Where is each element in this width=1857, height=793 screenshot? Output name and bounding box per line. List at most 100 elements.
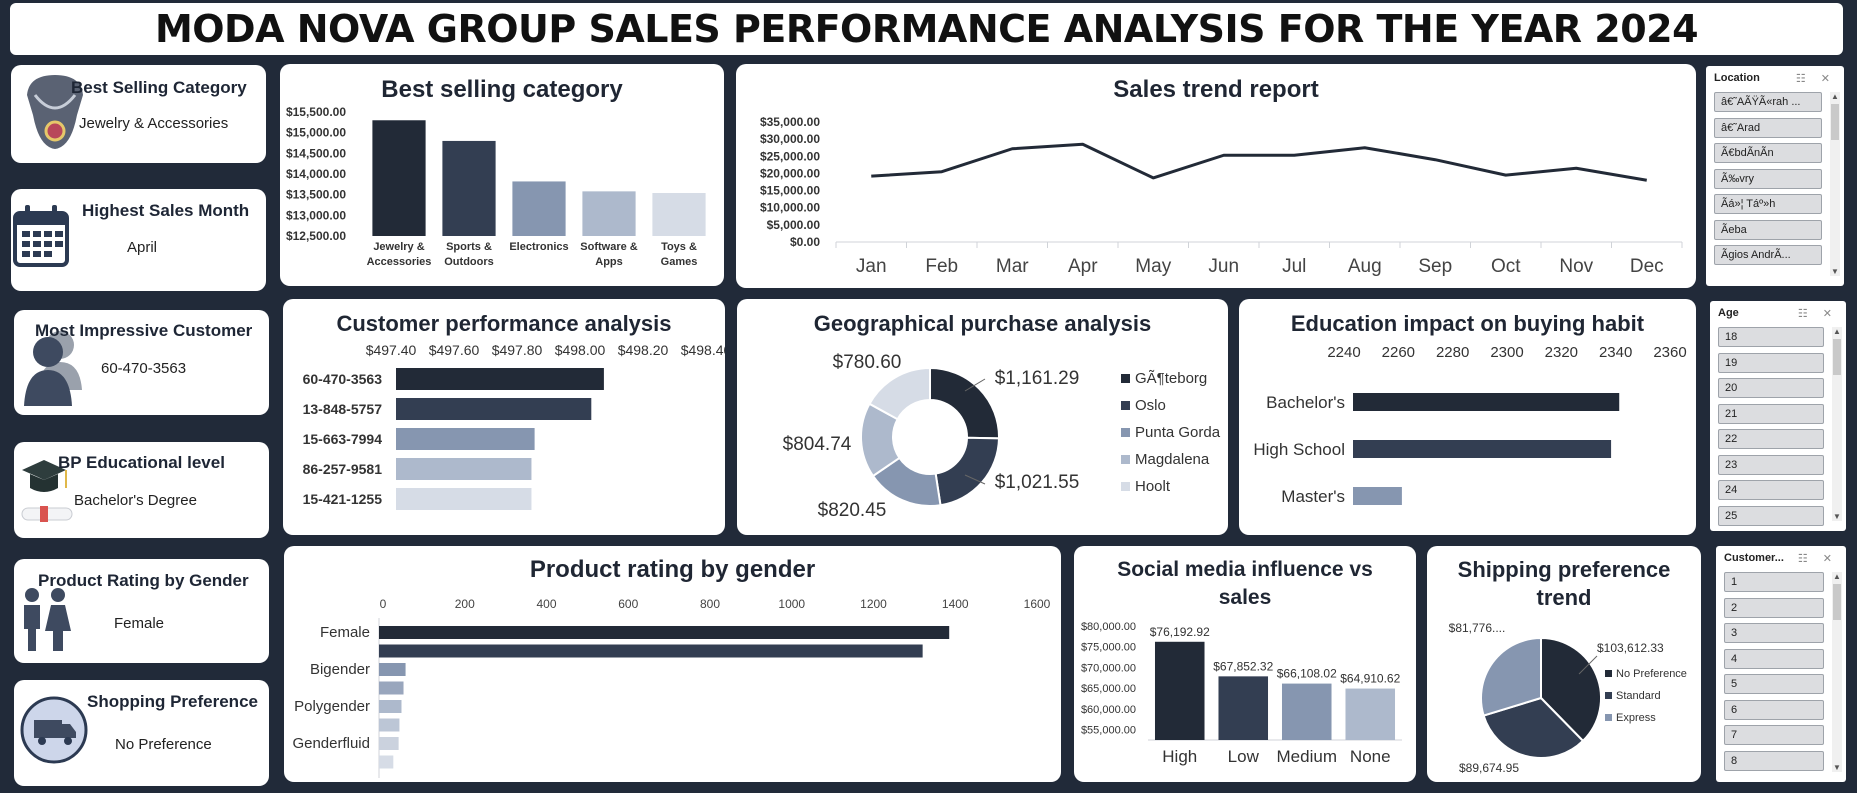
y-tick-label: $60,000.00 [1081,704,1136,716]
x-tick-label: 200 [455,597,475,611]
scroll-thumb[interactable] [1833,339,1841,375]
scroll-up-icon[interactable]: ▲ [1831,92,1839,101]
x-tick-label: $498.00 [555,342,606,358]
bar [379,663,406,676]
slicer-item[interactable]: Ã€bdÃnÃn [1714,143,1822,163]
scroll-down-icon[interactable]: ▼ [1833,763,1841,772]
series-line [871,142,1648,182]
x-tick-label: 1400 [942,597,969,611]
slicer-item[interactable]: 20 [1718,378,1824,398]
slicer-item[interactable]: 21 [1718,403,1824,424]
y-tick-label: $0.00 [790,235,820,249]
bar [396,428,535,450]
kpi-title: BP Educational level [58,453,225,472]
scroll-up-icon[interactable]: ▲ [1833,572,1841,581]
y-tick-label: $13,000.00 [286,208,346,222]
slicer-item[interactable]: â€˜AÃŸÃ«rah ... [1714,92,1822,112]
kpi-best-selling-category: Best Selling Category Jewelry & Accessor… [11,65,266,163]
geo-donut-chart: $1,161.29 $1,021.55 $820.45 $804.74 $780.60 G… [783,352,1221,521]
x-tick-label: 600 [618,597,638,611]
slicer-item[interactable]: 7 [1724,725,1824,745]
bar [1353,393,1620,411]
kpi-educational-level: BP Educational level Bachelor's Degree [14,442,269,538]
kpi-value: No Preference [115,736,212,753]
scroll-thumb[interactable] [1833,584,1841,620]
legend-label: Hoolt [1135,478,1171,495]
x-tick-label: None [1350,747,1391,766]
chart-title: Education impact on buying habit [1290,311,1645,336]
x-tick-label: 1600 [1024,597,1051,611]
bar [379,737,399,750]
slicer-item[interactable]: 3 [1724,623,1824,643]
x-tick-label: Jewelry & [373,241,424,253]
data-label: $89,674.95 [1459,761,1519,775]
shipping-pie-chart: $103,612.33 $89,674.95 $81,776.... No Prefe… [1449,621,1687,775]
scroll-down-icon[interactable]: ▼ [1833,512,1841,521]
chart-title-line: Shipping preference [1457,557,1671,582]
bar [1281,683,1332,740]
slicer-item[interactable]: â€˜Arad [1714,117,1822,138]
chart-title: Best selling category [381,76,623,103]
kpi-shopping-preference: Shopping Preference No Preference [14,680,269,786]
x-tick-label: 400 [536,597,556,611]
data-label: $820.45 [818,500,887,521]
customer-bar-chart: $497.40 $497.60 $497.80 $498.00 $498.20 $498.… [303,342,725,510]
scroll-up-icon[interactable]: ▲ [1833,327,1841,336]
slicer-item[interactable]: 23 [1718,454,1824,475]
y-tick-label: 13-848-5757 [303,401,383,417]
bar [379,700,402,713]
x-tick-label: May [1135,256,1171,277]
slicer-age[interactable]: Age ☷ ✕ 18 19 20 21 22 23 24 25 ▲ ▼ [1710,301,1846,531]
y-tick-label: $15,500.00 [286,105,346,119]
slicer-tools-icon[interactable]: ☷ ✕ [1795,73,1836,85]
y-tick-label: $70,000.00 [1081,662,1136,674]
data-label: $76,192.92 [1150,625,1210,639]
chart-title: Product rating by gender [529,556,816,583]
donut-slice [929,366,1000,440]
slicer-item[interactable]: Ã‰vry [1714,168,1822,189]
slicer-item[interactable]: 19 [1718,352,1824,373]
chart-title: Social media influence vs sales [1074,556,1416,612]
kpi-value: Female [114,615,165,632]
slicer-item[interactable]: 4 [1724,648,1824,669]
slicer-item[interactable]: 1 [1724,572,1824,592]
slicer-header: Age [1718,307,1739,319]
legend-label: Express [1616,712,1656,724]
slicer-item[interactable]: 8 [1724,750,1824,771]
scroll-down-icon[interactable]: ▼ [1831,267,1839,276]
slicer-item[interactable]: 25 [1718,505,1824,526]
x-tick-label: 1200 [860,597,887,611]
slicer-item[interactable]: 6 [1724,699,1824,720]
data-label: $81,776.... [1449,621,1506,635]
bar [582,191,636,236]
slicer-item[interactable]: 5 [1724,674,1824,694]
x-tick-label: Sports & [446,241,492,253]
slicer-tools-icon[interactable]: ☷ ✕ [1797,308,1838,320]
y-tick-label: $15,000.00 [286,126,346,140]
slicer-item[interactable]: 22 [1718,429,1824,449]
slicer-header: Location [1714,72,1760,84]
slicer-tools-icon[interactable]: ☷ ✕ [1797,553,1838,565]
y-tick-label: $12,500.00 [286,229,346,243]
y-tick-label: $13,500.00 [286,188,346,202]
bar [396,398,592,420]
slicer-customer[interactable]: Customer... ☷ ✕ 1 2 3 4 5 6 7 8 ▲ ▼ [1716,546,1846,782]
slicer-scrollbar[interactable]: ▲ ▼ [1832,572,1842,772]
legend-label: Standard [1616,690,1661,702]
bar [1345,688,1396,740]
slicer-item[interactable]: 18 [1718,327,1824,347]
pie-slice [1482,696,1585,759]
y-tick-label: 86-257-9581 [303,461,383,477]
slicer-item[interactable]: Ãgios AndrÃ... [1714,245,1822,265]
slicer-location[interactable]: Location ☷ ✕ â€˜AÃŸÃ«rah ... â€˜Arad Ã€bdÃnÃ… [1706,66,1844,286]
slicer-item[interactable]: 24 [1718,480,1824,500]
x-tick-label: Jun [1208,256,1239,277]
x-tick-label: Low [1228,747,1260,766]
slicer-item[interactable]: Ãá»¦ Táº»h [1714,194,1822,214]
y-tick-label: $14,500.00 [286,146,346,160]
slicer-scrollbar[interactable]: ▲ ▼ [1832,327,1842,521]
slicer-scrollbar[interactable]: ▲ ▼ [1830,92,1840,276]
scroll-thumb[interactable] [1831,104,1839,140]
slicer-item[interactable]: Ãeba [1714,219,1822,240]
slicer-item[interactable]: 2 [1724,597,1824,618]
